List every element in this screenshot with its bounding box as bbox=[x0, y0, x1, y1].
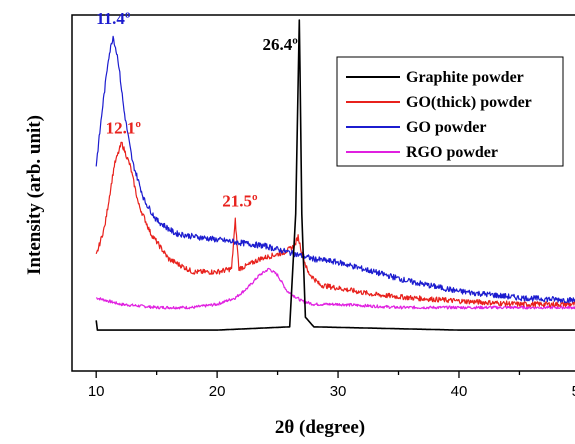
x-tick-label: 30 bbox=[330, 383, 347, 400]
series-line-go-powder bbox=[95, 35, 575, 304]
plot-frame bbox=[71, 14, 575, 372]
series-line-go-thick-powder bbox=[95, 141, 575, 308]
legend-label-go: GO powder bbox=[406, 119, 486, 136]
peak-annotation: 12.1º bbox=[106, 119, 142, 138]
legend: Graphite powder GO(thick) powder GO powd… bbox=[336, 56, 564, 167]
ticks-layer: 10 20 30 40 50 bbox=[88, 371, 575, 400]
x-tick-label: 50 bbox=[572, 383, 575, 400]
x-axis-title: 2θ (degree) bbox=[275, 417, 365, 438]
series-line-rgo-powder bbox=[96, 267, 575, 310]
x-tick-label: 10 bbox=[88, 383, 105, 400]
peak-annotation: 21.5º bbox=[222, 191, 258, 210]
series-layer bbox=[95, 19, 575, 331]
annotations-layer: 26.4º 11.4º 12.1º 21.5º bbox=[96, 9, 298, 210]
peak-annotation: 26.4º bbox=[263, 35, 299, 54]
series-line-graphite-powder bbox=[95, 19, 575, 331]
y-axis-title: Intensity (arb. unit) bbox=[24, 115, 45, 275]
x-tick-label: 20 bbox=[209, 383, 226, 400]
legend-box bbox=[336, 56, 564, 167]
legend-label-go-thick: GO(thick) powder bbox=[406, 94, 532, 111]
legend-label-graphite: Graphite powder bbox=[406, 69, 524, 86]
peak-annotation: 11.4º bbox=[96, 9, 131, 28]
legend-label-rgo: RGO powder bbox=[406, 144, 498, 161]
x-tick-label: 40 bbox=[451, 383, 468, 400]
